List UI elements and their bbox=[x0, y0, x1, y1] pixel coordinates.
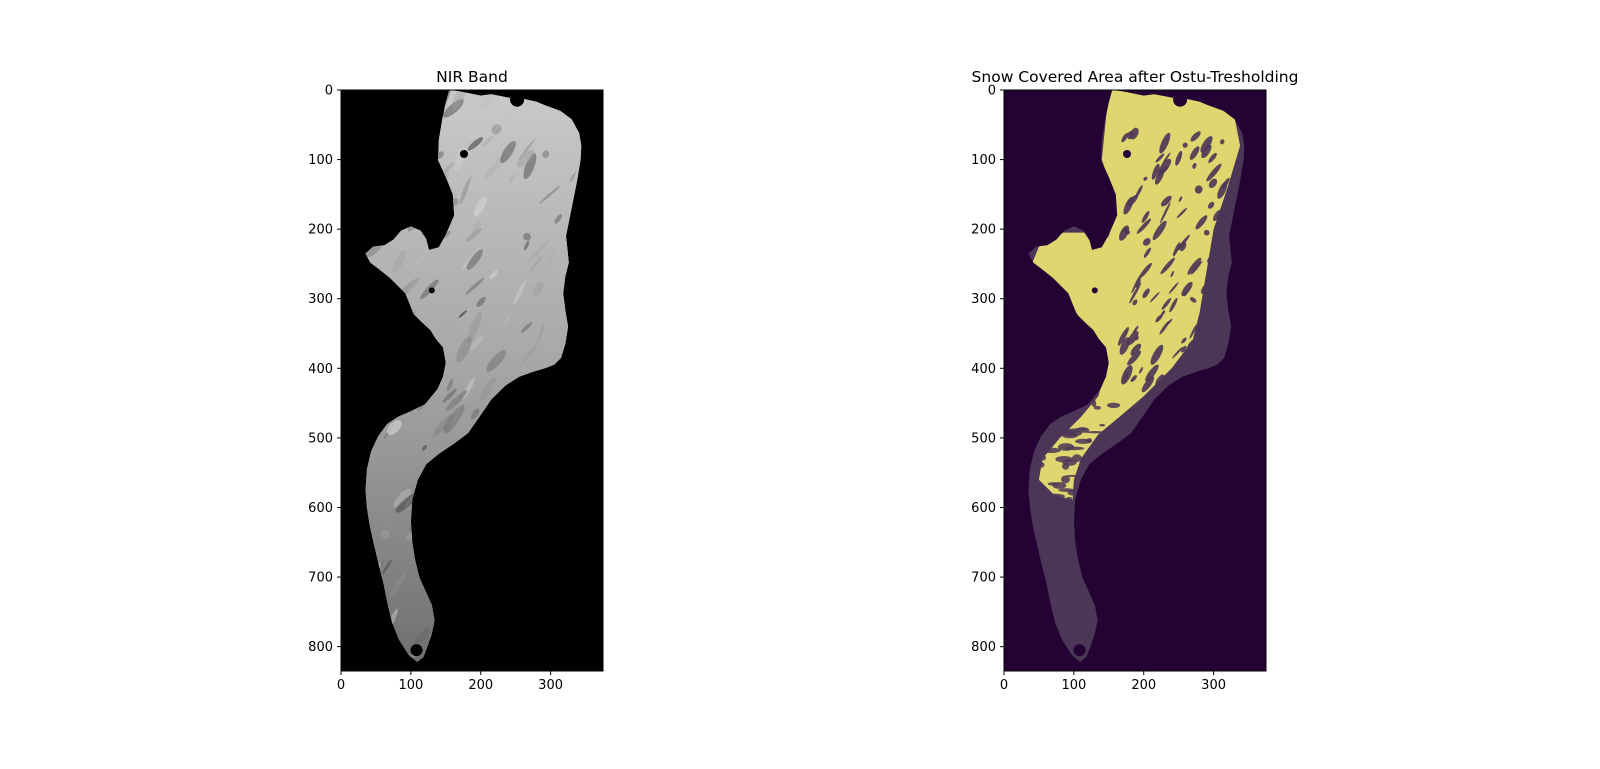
panel-2: Snow Covered Area after Ostu-Tresholding… bbox=[971, 68, 1298, 693]
panel-1: NIR Band 0 100 200 300 0 100 200 300 400 500 600 700… bbox=[308, 68, 604, 693]
y-tick-label: 700 bbox=[308, 571, 333, 586]
x-tick-label: 200 bbox=[468, 678, 493, 693]
x-tick-label: 200 bbox=[1131, 678, 1156, 693]
y-tick-label: 600 bbox=[308, 501, 333, 516]
hole bbox=[428, 287, 435, 294]
y-tick-label: 600 bbox=[971, 501, 996, 516]
y-tick-label: 300 bbox=[971, 292, 996, 307]
x-tick-label: 100 bbox=[1061, 678, 1086, 693]
chart-title: NIR Band bbox=[436, 68, 508, 86]
y-tick-label: 500 bbox=[971, 431, 996, 446]
hole bbox=[1026, 263, 1033, 270]
y-tick-label: 500 bbox=[308, 431, 333, 446]
hole bbox=[410, 644, 423, 657]
x-tick-label: 300 bbox=[1201, 678, 1226, 693]
y-tick-label: 0 bbox=[325, 84, 333, 99]
y-tick-label: 0 bbox=[988, 84, 996, 99]
hole bbox=[1091, 287, 1098, 294]
x-tick-label: 0 bbox=[1000, 678, 1008, 693]
y-tick-label: 800 bbox=[308, 640, 333, 655]
axes-frame bbox=[1003, 89, 1267, 672]
hole bbox=[510, 92, 525, 107]
hole bbox=[460, 150, 468, 158]
chart-title: Snow Covered Area after Ostu-Tresholding bbox=[972, 68, 1299, 86]
y-tick-label: 700 bbox=[971, 571, 996, 586]
hole bbox=[1073, 644, 1086, 657]
axes-frame bbox=[340, 89, 604, 672]
y-tick-label: 100 bbox=[971, 153, 996, 168]
panels: NIR Band 0 100 200 300 0 100 200 300 400 500 600 700… bbox=[308, 68, 1298, 693]
x-tick-label: 100 bbox=[398, 678, 423, 693]
x-tick-label: 300 bbox=[538, 678, 563, 693]
y-tick-label: 100 bbox=[308, 153, 333, 168]
hole bbox=[1123, 150, 1131, 158]
hole bbox=[363, 263, 370, 270]
y-tick-label: 200 bbox=[971, 223, 996, 238]
x-tick-label: 0 bbox=[337, 678, 345, 693]
y-tick-label: 400 bbox=[308, 362, 333, 377]
y-tick-label: 300 bbox=[308, 292, 333, 307]
y-tick-label: 200 bbox=[308, 223, 333, 238]
hole bbox=[1173, 92, 1188, 107]
y-tick-label: 400 bbox=[971, 362, 996, 377]
y-tick-label: 800 bbox=[971, 640, 996, 655]
